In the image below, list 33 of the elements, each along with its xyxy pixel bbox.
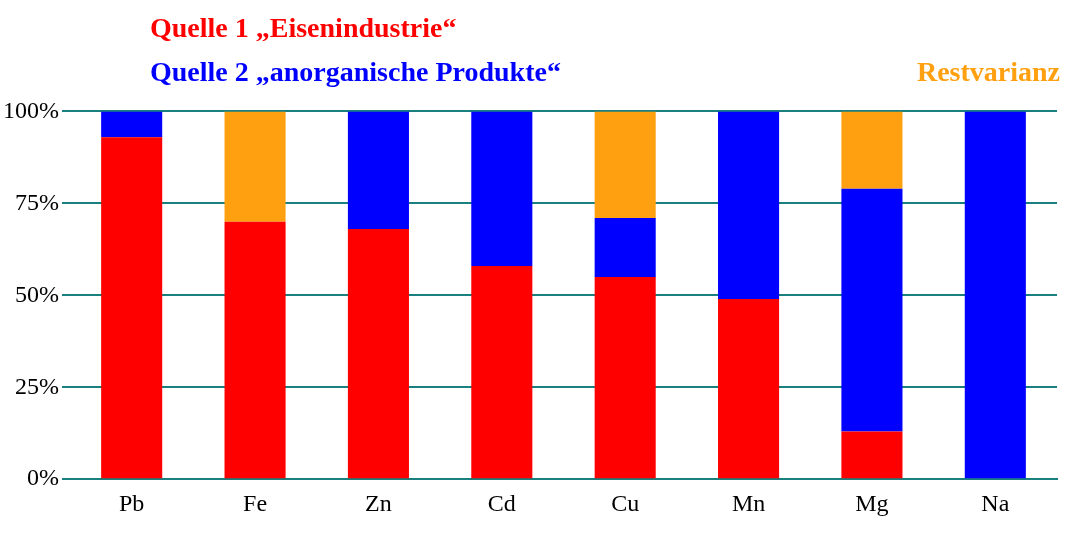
bar: [594, 111, 656, 219]
y-tick-label: 50%: [14, 280, 59, 307]
y-tick-label: 75%: [14, 188, 59, 215]
bar: [964, 111, 1026, 479]
bar: [841, 431, 903, 479]
x-tick-label: Cu: [611, 489, 640, 516]
series-label: Quelle 2 „anorganische Produkte“: [150, 55, 562, 89]
bar: [347, 111, 409, 230]
series-label: Restvarianz: [915, 55, 1060, 89]
bar: [718, 298, 780, 479]
bar: [347, 229, 409, 479]
bar: [594, 276, 656, 479]
x-tick-label: Mn: [731, 489, 766, 516]
x-tick-label: Pb: [119, 489, 145, 516]
bar: [841, 111, 903, 189]
x-tick-label: Mg: [855, 489, 889, 516]
x-tick-label: Na: [981, 489, 1010, 516]
bar: [841, 188, 903, 432]
y-tick-label: 25%: [14, 372, 59, 399]
bar: [101, 111, 163, 138]
bar: [224, 111, 286, 222]
bar: [101, 137, 163, 479]
text: Quelle 1 „Eisenindustrie“: [150, 11, 458, 45]
bar: [594, 218, 656, 277]
bar: [471, 111, 533, 266]
bar: [224, 221, 286, 479]
bar: [718, 111, 780, 299]
x-tick-label: Zn: [365, 489, 392, 516]
x-tick-label: Cd: [487, 489, 516, 516]
y-tick-label: 100%: [2, 96, 59, 123]
bar: [471, 265, 533, 479]
x-tick-label: Fe: [243, 489, 268, 516]
y-tick-label: 0%: [26, 464, 59, 491]
